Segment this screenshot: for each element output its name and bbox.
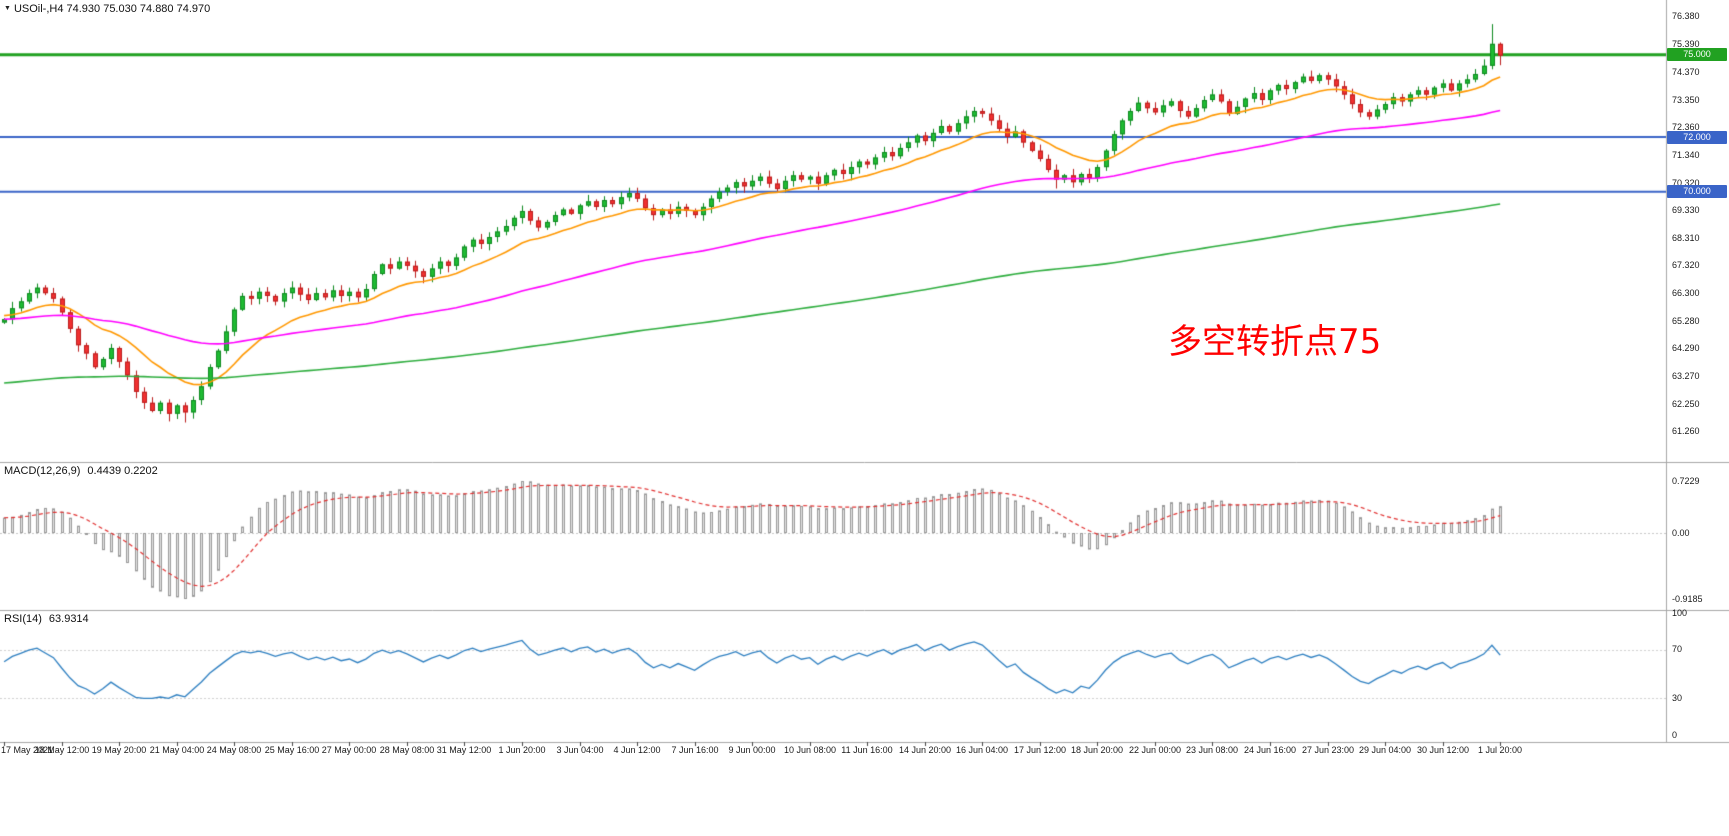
macd-axis-label: -0.9185 — [1672, 593, 1703, 604]
time-axis-label: 11 Jun 16:00 — [841, 745, 893, 755]
time-axis-label: 21 May 04:00 — [149, 745, 205, 755]
price-level-badge: 70.000 — [1667, 185, 1727, 199]
time-axis-label: 24 May 08:00 — [206, 745, 262, 755]
price-axis-label: 62.250 — [1672, 398, 1700, 409]
macd-axis-label: 0.7229 — [1672, 475, 1700, 486]
price-axis-label: 74.370 — [1672, 66, 1700, 77]
time-axis-label: 16 Jun 04:00 — [955, 745, 1009, 755]
rsi-axis-label: 30 — [1672, 692, 1683, 703]
price-axis-label: 75.390 — [1672, 38, 1700, 49]
time-axis-label: 10 Jun 08:00 — [783, 745, 837, 755]
macd-name: MACD(12,26,9) — [4, 465, 81, 477]
rsi-axis-label: 70 — [1672, 644, 1683, 655]
time-axis-label: 29 Jun 04:00 — [1358, 745, 1412, 755]
rsi-name: RSI(14) — [4, 613, 42, 625]
time-axis-label: 14 Jun 20:00 — [898, 745, 952, 755]
price-axis-label: 72.360 — [1672, 121, 1700, 132]
price-level-badge: 75.000 — [1667, 48, 1727, 62]
time-axis-label: 1 Jul 20:00 — [1477, 745, 1523, 755]
macd-axis-label: 0.00 — [1672, 527, 1690, 538]
price-axis-label: 63.270 — [1672, 370, 1700, 381]
symbol-ohlc-text: USOil-,H4 74.930 75.030 74.880 74.970 — [13, 3, 211, 15]
time-axis-label: 7 Jun 16:00 — [671, 745, 719, 755]
time-axis-label: 24 Jun 16:00 — [1243, 745, 1297, 755]
rsi-axis-label: 100 — [1672, 607, 1688, 618]
macd-indicator-label: MACD(12,26,9) 0.4439 0.2202 — [4, 465, 158, 477]
price-axis-label: 68.310 — [1672, 232, 1700, 243]
time-axis-label: 31 May 12:00 — [436, 745, 492, 755]
time-axis-label: 25 May 16:00 — [264, 745, 320, 755]
rsi-indicator-label: RSI(14) 63.9314 — [4, 613, 89, 625]
time-axis-label: 9 Jun 00:00 — [728, 745, 776, 755]
time-axis-label: 30 Jun 12:00 — [1416, 745, 1470, 755]
rsi-axis-label: 0 — [1672, 729, 1678, 740]
rsi-value: 63.9314 — [48, 613, 89, 625]
time-axis-label: 22 Jun 00:00 — [1128, 745, 1182, 755]
price-axis-label: 66.300 — [1672, 287, 1700, 298]
price-axis-label: 69.330 — [1672, 204, 1700, 215]
price-axis-label: 73.350 — [1672, 94, 1700, 105]
time-axis-label: 17 May 2021 — [1, 745, 54, 755]
price-level-badge: 72.000 — [1667, 130, 1727, 144]
time-axis-label: 18 May 12:00 — [34, 745, 90, 755]
price-axis-label: 67.320 — [1672, 259, 1700, 270]
time-axis-label: 3 Jun 04:00 — [556, 745, 604, 755]
time-axis-label: 27 Jun 23:00 — [1301, 745, 1355, 755]
time-axis-label: 4 Jun 12:00 — [613, 745, 661, 755]
time-axis-label: 1 Jun 20:00 — [498, 745, 546, 755]
price-axis-label: 70.320 — [1672, 177, 1700, 188]
time-axis-label: 17 Jun 12:00 — [1013, 745, 1067, 755]
price-axis-label: 71.340 — [1672, 149, 1700, 160]
price-axis-label: 65.280 — [1672, 315, 1700, 326]
price-axis-label: 76.380 — [1672, 11, 1700, 22]
price-axis-label: 61.260 — [1672, 425, 1700, 436]
macd-values: 0.4439 0.2202 — [87, 465, 158, 477]
annotation-text: 多空转折点75 — [1168, 322, 1382, 362]
time-axis-label: 28 May 08:00 — [379, 745, 435, 755]
symbol-dropdown-icon[interactable]: ▼ — [4, 5, 11, 12]
symbol-ohlc-line: ▼ USOil-,H4 74.930 75.030 74.880 74.970 — [4, 3, 210, 15]
price-axis-label: 64.290 — [1672, 342, 1700, 353]
time-axis-label: 18 Jun 20:00 — [1070, 745, 1124, 755]
time-axis-label: 27 May 00:00 — [321, 745, 377, 755]
time-axis-label: 23 Jun 08:00 — [1185, 745, 1239, 755]
time-axis-label: 19 May 20:00 — [91, 745, 147, 755]
